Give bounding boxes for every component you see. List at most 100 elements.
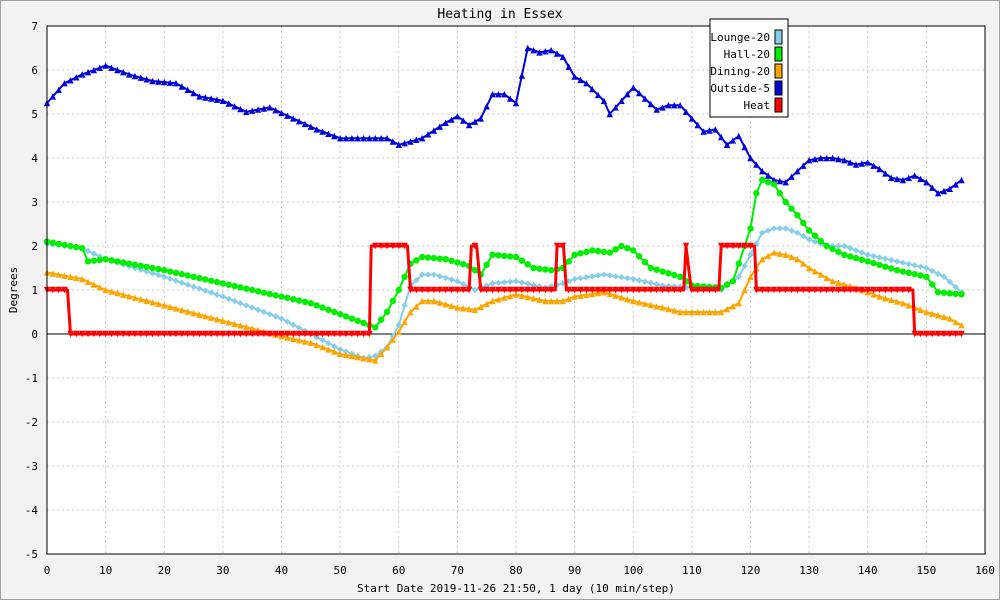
data-point-outside-5: [893, 175, 901, 183]
data-point-lounge-20: [846, 245, 854, 252]
data-point-outside-5: [149, 77, 156, 85]
data-point-hall-20: [852, 254, 860, 262]
data-point-lounge-20: [336, 346, 344, 353]
data-point-hall-20: [536, 265, 543, 272]
data-point-lounge-20: [202, 287, 209, 294]
data-point-outside-5: [202, 94, 209, 101]
data-point-heat: [284, 330, 291, 338]
data-point-outside-5: [542, 48, 549, 55]
data-point-hall-20: [858, 256, 866, 263]
data-point-heat: [899, 286, 907, 294]
data-point-lounge-20: [747, 251, 754, 258]
data-point-outside-5: [237, 105, 244, 113]
data-point-hall-20: [331, 308, 338, 316]
data-point-hall-20: [137, 262, 144, 269]
data-point-hall-20: [260, 289, 268, 296]
data-point-outside-5: [659, 104, 666, 111]
data-point-outside-5: [483, 103, 490, 110]
data-point-heat: [770, 286, 778, 294]
data-point-outside-5: [759, 168, 766, 175]
data-point-lounge-20: [536, 283, 543, 290]
data-point-heat: [589, 286, 596, 294]
x-tick-label: 150: [916, 564, 936, 577]
data-point-hall-20: [55, 240, 62, 247]
data-point-dining-20: [706, 308, 713, 316]
data-point-heat: [460, 286, 467, 294]
data-point-dining-20: [647, 301, 655, 309]
data-point-heat: [723, 242, 731, 250]
data-point-outside-5: [278, 109, 285, 117]
data-point-dining-20: [776, 250, 784, 257]
data-point-hall-20: [489, 251, 496, 258]
data-point-lounge-20: [682, 284, 690, 291]
data-point-hall-20: [600, 248, 608, 256]
data-point-outside-5: [325, 130, 332, 137]
data-point-hall-20: [794, 212, 801, 219]
y-tick-label: -5: [25, 548, 38, 561]
data-point-hall-20: [90, 257, 98, 264]
data-point-outside-5: [800, 162, 807, 169]
data-point-heat: [184, 330, 191, 338]
data-point-outside-5: [61, 80, 68, 87]
data-point-heat: [759, 286, 766, 294]
data-point-hall-20: [530, 264, 537, 272]
data-point-dining-20: [471, 306, 479, 313]
data-point-lounge-20: [665, 282, 672, 290]
data-point-hall-20: [213, 278, 221, 286]
data-point-heat: [278, 330, 285, 338]
data-point-hall-20: [424, 254, 432, 261]
data-point-dining-20: [841, 281, 848, 288]
data-point-lounge-20: [618, 274, 625, 281]
data-point-heat: [794, 286, 801, 294]
data-point-heat: [735, 242, 742, 250]
data-point-heat: [372, 242, 379, 250]
data-point-heat: [454, 286, 461, 294]
data-point-heat: [219, 330, 227, 338]
data-point-heat: [96, 330, 103, 338]
data-point-lounge-20: [149, 270, 156, 277]
data-point-dining-20: [811, 268, 819, 275]
data-point-lounge-20: [612, 273, 619, 280]
data-point-lounge-20: [442, 274, 449, 282]
x-tick-label: 20: [158, 564, 171, 577]
data-point-hall-20: [923, 273, 930, 280]
data-point-heat: [131, 330, 139, 338]
data-point-dining-20: [149, 299, 156, 306]
series-heat: [43, 242, 965, 338]
data-point-outside-5: [501, 91, 508, 98]
data-point-dining-20: [946, 315, 954, 322]
data-point-hall-20: [759, 176, 766, 184]
data-point-lounge-20: [940, 273, 948, 280]
data-point-hall-20: [917, 272, 924, 279]
x-tick-label: 60: [392, 564, 405, 577]
data-point-outside-5: [811, 155, 819, 163]
data-point-heat: [166, 330, 174, 338]
data-point-lounge-20: [934, 270, 942, 278]
data-point-dining-20: [571, 293, 578, 300]
data-point-heat: [870, 286, 877, 294]
data-point-dining-20: [489, 297, 496, 305]
data-point-lounge-20: [876, 254, 883, 261]
data-point-lounge-20: [571, 275, 578, 283]
data-point-lounge-20: [196, 285, 203, 292]
data-point-lounge-20: [858, 249, 866, 256]
data-point-heat: [243, 330, 250, 338]
data-point-hall-20: [413, 257, 420, 264]
data-point-dining-20: [231, 320, 238, 328]
data-point-outside-5: [489, 91, 496, 98]
data-point-dining-20: [700, 308, 707, 316]
data-point-hall-20: [166, 268, 174, 275]
data-point-heat: [782, 286, 789, 294]
data-point-outside-5: [471, 118, 479, 125]
data-point-dining-20: [876, 293, 883, 300]
data-point-dining-20: [454, 304, 461, 311]
data-point-dining-20: [424, 297, 432, 305]
data-point-heat: [682, 242, 690, 250]
data-point-lounge-20: [430, 271, 438, 278]
data-point-hall-20: [248, 286, 256, 294]
data-point-hall-20: [84, 258, 92, 265]
data-point-heat: [905, 286, 912, 294]
data-point-outside-5: [606, 110, 613, 118]
data-point-outside-5: [858, 160, 866, 167]
data-point-hall-20: [929, 281, 936, 288]
